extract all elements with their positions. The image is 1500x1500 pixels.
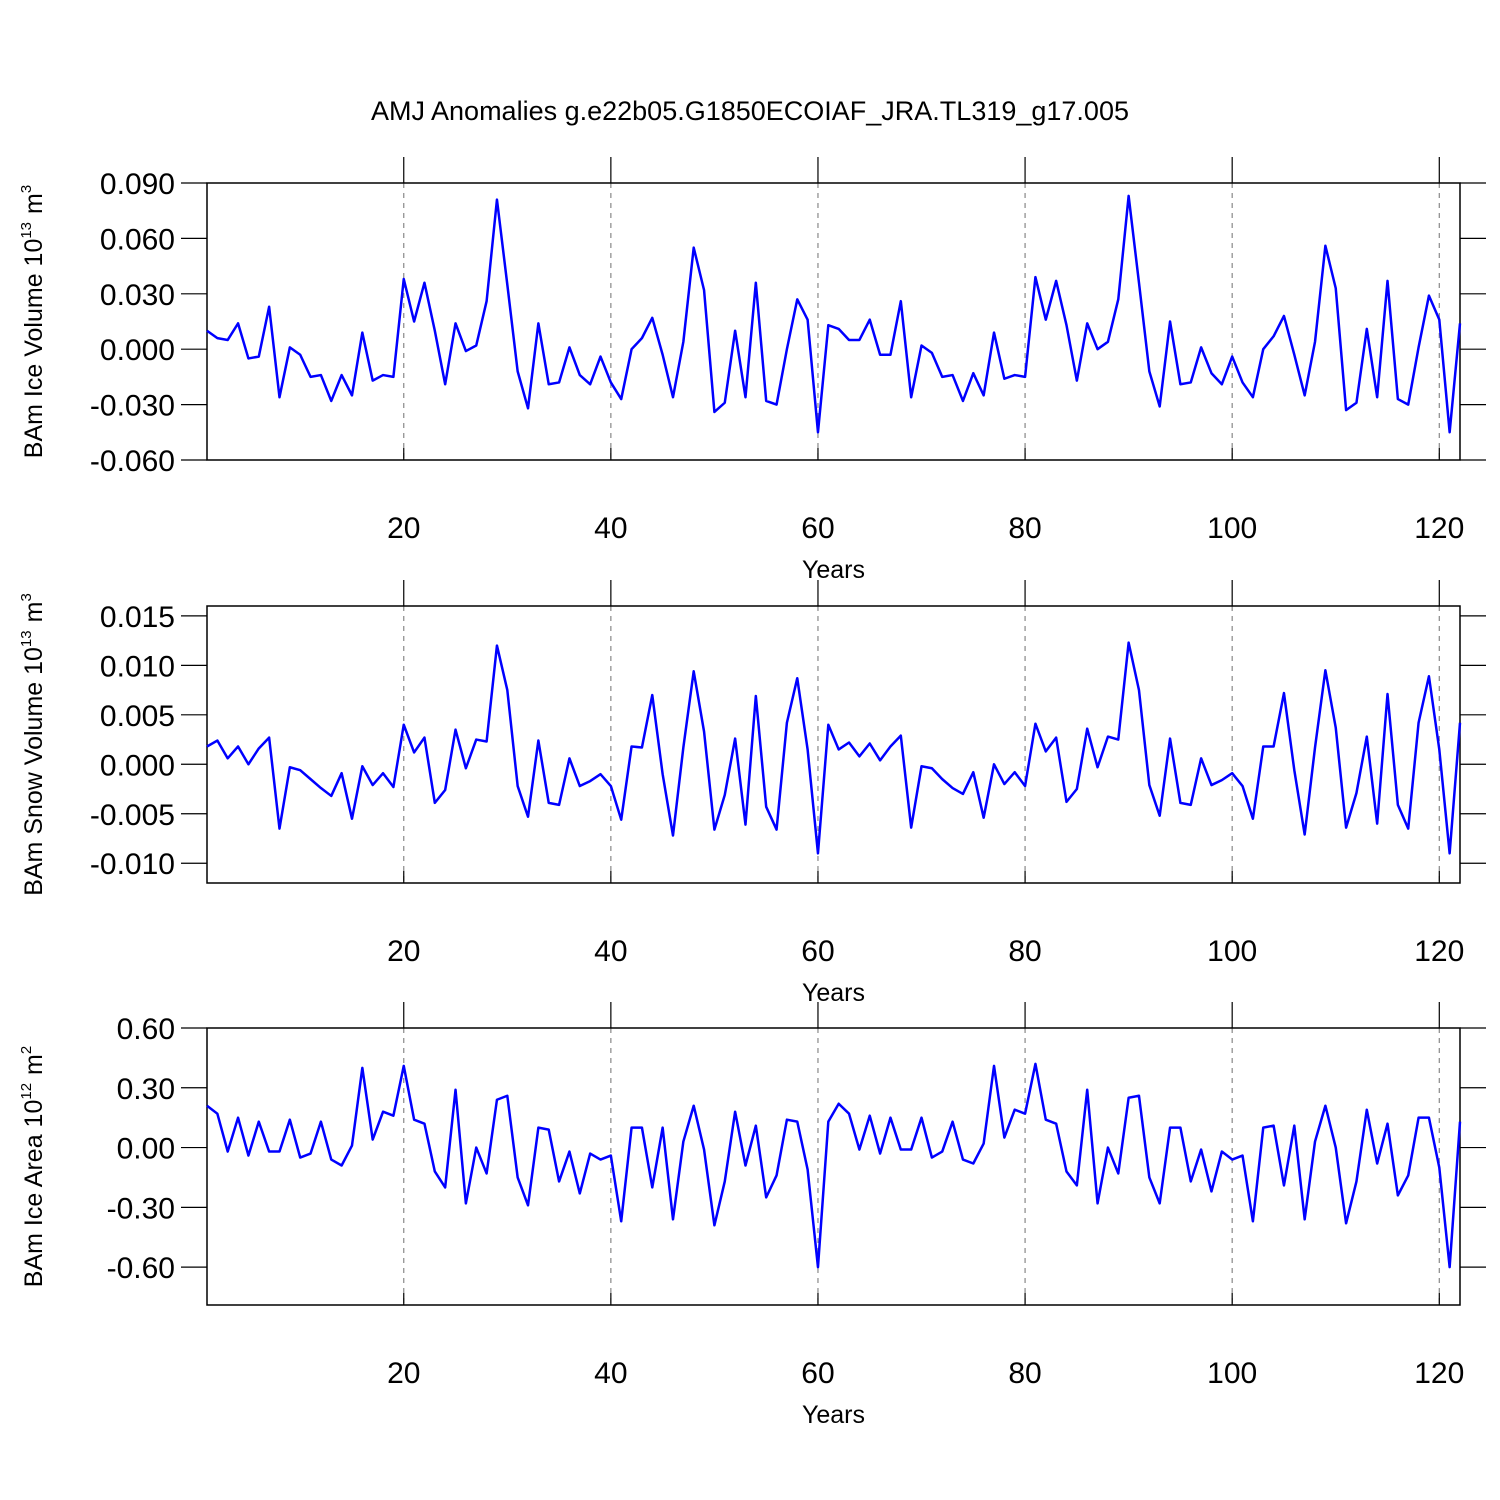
y-tick-label: -0.060	[90, 445, 175, 478]
x-tick-label: 80	[1008, 1357, 1041, 1390]
x-tick-label: 100	[1207, 512, 1257, 545]
y-tick-label: 0.010	[100, 650, 175, 683]
y-tick-label: 0.00	[117, 1133, 175, 1166]
plot-frame	[206, 182, 1461, 461]
y-tick-label: -0.60	[107, 1252, 175, 1285]
x-axis-label: Years	[802, 1401, 865, 1429]
y-axis-label-exponent: 13	[18, 630, 35, 647]
x-tick-label: 20	[387, 512, 420, 545]
x-tick-label: 60	[801, 1357, 834, 1390]
plot-frame	[206, 605, 1461, 884]
x-tick-label: 80	[1008, 512, 1041, 545]
y-tick-label: -0.010	[90, 848, 175, 881]
x-tick-label: 100	[1207, 1357, 1257, 1390]
y-axis-label-text: BAm Ice Volume 10	[20, 239, 48, 459]
chart-title: AMJ Anomalies g.e22b05.G1850ECOIAF_JRA.T…	[371, 96, 1129, 126]
y-axis-label-text: BAm Snow Volume 10	[20, 647, 48, 896]
x-tick-label: 100	[1207, 935, 1257, 968]
x-tick-label: 60	[801, 512, 834, 545]
y-axis-label-unit-exponent: 3	[18, 185, 35, 193]
x-tick-label: 20	[387, 935, 420, 968]
y-tick-label: 0.015	[100, 601, 175, 634]
x-tick-label: 40	[594, 512, 627, 545]
y-axis-label-unit: m	[20, 1054, 48, 1075]
y-tick-label: -0.30	[107, 1192, 175, 1225]
x-tick-label: 60	[801, 935, 834, 968]
y-tick-label: 0.30	[117, 1073, 175, 1106]
data-line	[206, 194, 1462, 434]
y-axis-label-unit: m	[20, 602, 48, 623]
x-tick-label: 120	[1414, 935, 1464, 968]
y-tick-label: -0.005	[90, 799, 175, 832]
y-axis-label: BAm Ice Area 1012 m2	[18, 1046, 48, 1287]
y-tick-label: 0.000	[100, 334, 175, 367]
y-tick-label: -0.030	[90, 390, 175, 423]
data-line	[206, 1062, 1462, 1269]
y-axis-label-unit-exponent: 3	[18, 593, 35, 601]
plot-frame	[206, 1027, 1461, 1306]
x-tick-label: 40	[594, 935, 627, 968]
x-tick-label: 80	[1008, 935, 1041, 968]
x-tick-label: 40	[594, 1357, 627, 1390]
x-tick-label: 120	[1414, 512, 1464, 545]
y-tick-label: 0.060	[100, 223, 175, 256]
y-axis-label-text: BAm Ice Area 10	[20, 1100, 48, 1288]
y-tick-label: 0.005	[100, 700, 175, 733]
y-tick-label: 0.090	[100, 168, 175, 201]
x-axis-label: Years	[802, 556, 865, 584]
y-axis-label-unit-exponent: 2	[18, 1046, 35, 1054]
y-axis-label-exponent: 12	[18, 1083, 35, 1100]
y-axis-label: BAm Snow Volume 1013 m3	[18, 593, 48, 896]
x-tick-label: 20	[387, 1357, 420, 1390]
x-axis-label: Years	[802, 979, 865, 1007]
y-tick-label: 0.030	[100, 279, 175, 312]
x-tick-label: 120	[1414, 1357, 1464, 1390]
y-tick-label: 0.000	[100, 749, 175, 782]
data-line	[206, 641, 1462, 855]
y-axis-label-unit: m	[20, 193, 48, 214]
y-axis-label: BAm Ice Volume 1013 m3	[18, 185, 48, 458]
y-tick-label: 0.60	[117, 1013, 175, 1046]
y-axis-label-exponent: 13	[18, 222, 35, 239]
